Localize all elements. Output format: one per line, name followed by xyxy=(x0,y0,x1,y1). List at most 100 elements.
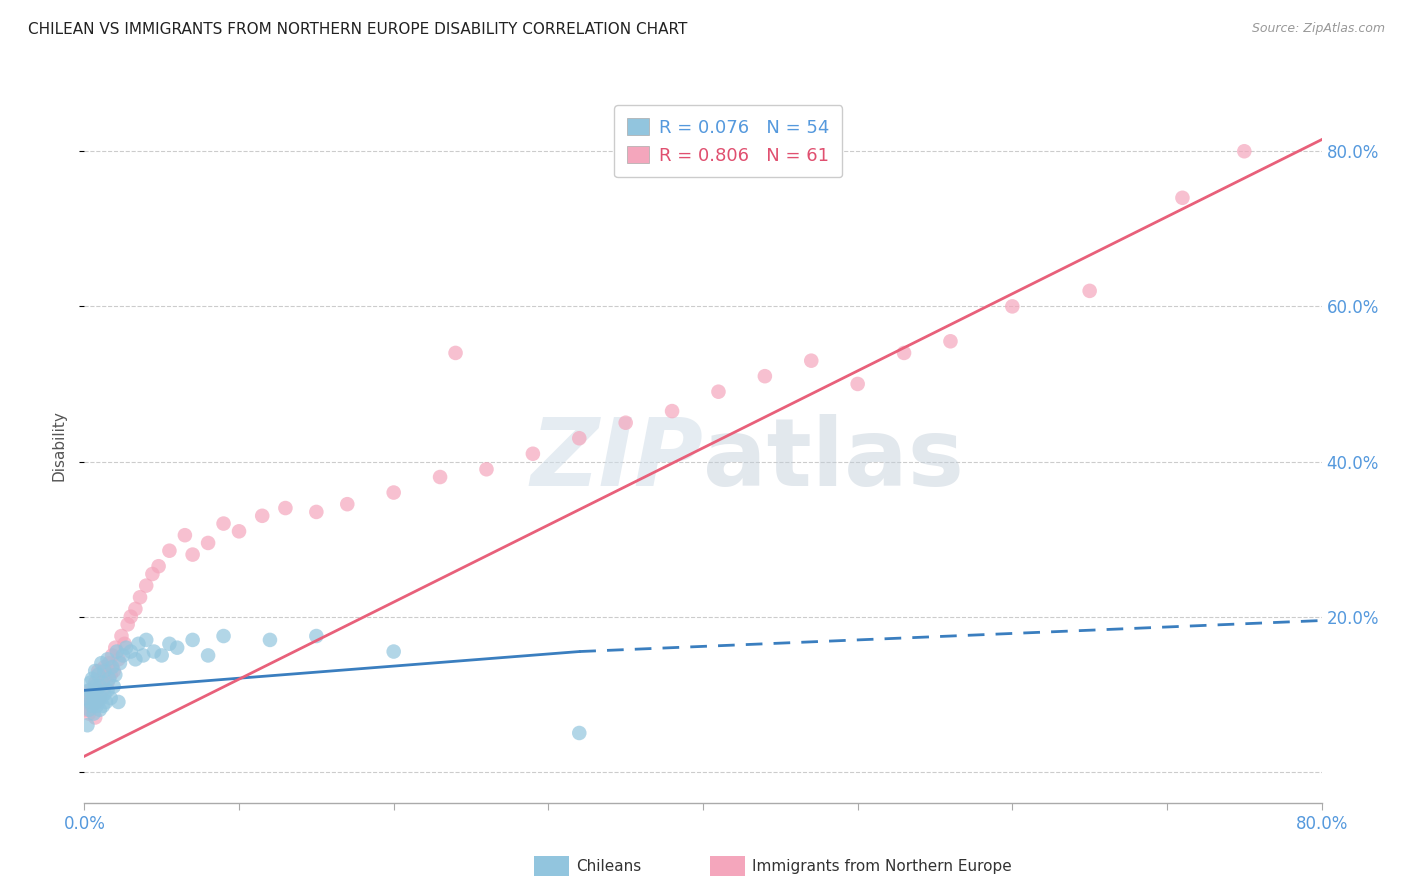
Point xyxy=(522,447,544,461)
Point xyxy=(97,675,120,690)
Point xyxy=(181,548,204,562)
Point xyxy=(129,591,152,605)
Point xyxy=(107,652,129,666)
Point xyxy=(79,675,101,690)
Point xyxy=(259,632,281,647)
Point xyxy=(76,695,98,709)
Point xyxy=(90,691,112,706)
Point xyxy=(108,656,131,670)
Point xyxy=(107,695,129,709)
Point xyxy=(614,416,637,430)
Point xyxy=(135,579,157,593)
Point xyxy=(174,528,197,542)
Point xyxy=(90,656,112,670)
Point xyxy=(94,668,117,682)
Point xyxy=(77,703,100,717)
Point xyxy=(89,680,111,694)
Point xyxy=(893,346,915,360)
Point xyxy=(568,726,591,740)
Point xyxy=(104,668,127,682)
Point xyxy=(336,497,359,511)
Point xyxy=(143,644,166,658)
Point xyxy=(79,695,101,709)
Point xyxy=(228,524,250,539)
Point xyxy=(197,536,219,550)
Point xyxy=(148,559,170,574)
Text: Source: ZipAtlas.com: Source: ZipAtlas.com xyxy=(1251,22,1385,36)
Point xyxy=(117,617,139,632)
Point xyxy=(82,698,104,713)
Point xyxy=(103,664,125,678)
Point xyxy=(94,695,117,709)
Point xyxy=(103,680,125,694)
Point xyxy=(159,637,181,651)
Point xyxy=(83,687,105,701)
Point xyxy=(124,602,146,616)
Point xyxy=(83,706,105,721)
Point xyxy=(212,516,235,531)
Point xyxy=(212,629,235,643)
Point xyxy=(89,703,111,717)
Point xyxy=(120,609,142,624)
Text: Chileans: Chileans xyxy=(576,859,641,873)
Point xyxy=(82,698,104,713)
Point xyxy=(77,706,100,721)
Point xyxy=(100,691,122,706)
Text: Immigrants from Northern Europe: Immigrants from Northern Europe xyxy=(752,859,1012,873)
Text: CHILEAN VS IMMIGRANTS FROM NORTHERN EUROPE DISABILITY CORRELATION CHART: CHILEAN VS IMMIGRANTS FROM NORTHERN EURO… xyxy=(28,22,688,37)
Point xyxy=(87,668,110,682)
Point xyxy=(87,695,110,709)
Point xyxy=(89,691,111,706)
Point xyxy=(86,683,108,698)
Point xyxy=(115,640,138,655)
Point xyxy=(1001,299,1024,313)
Point xyxy=(83,691,105,706)
Point xyxy=(120,644,142,658)
Point xyxy=(100,668,122,682)
Point xyxy=(166,640,188,655)
Point xyxy=(128,637,150,651)
Point xyxy=(87,680,110,694)
Y-axis label: Disability: Disability xyxy=(51,410,66,482)
Point xyxy=(84,710,107,724)
Point xyxy=(429,470,451,484)
Point xyxy=(93,687,115,701)
Point xyxy=(84,664,107,678)
Point xyxy=(159,543,181,558)
Point xyxy=(1233,145,1256,159)
Point xyxy=(197,648,219,663)
Point xyxy=(112,648,135,663)
Point xyxy=(105,644,128,658)
Point xyxy=(86,695,108,709)
Point xyxy=(84,680,107,694)
Point xyxy=(252,508,274,523)
Point xyxy=(1078,284,1101,298)
Point xyxy=(82,672,104,686)
Point xyxy=(274,501,297,516)
Point xyxy=(661,404,683,418)
Point xyxy=(98,672,121,686)
Point xyxy=(97,683,120,698)
Point xyxy=(939,334,962,349)
Point xyxy=(846,376,869,391)
Point xyxy=(124,652,146,666)
Point xyxy=(87,664,110,678)
Point xyxy=(382,644,405,658)
Point xyxy=(75,691,97,706)
Point xyxy=(475,462,498,476)
Point xyxy=(1171,191,1194,205)
Point xyxy=(93,664,115,678)
Point xyxy=(135,632,157,647)
Point xyxy=(444,346,467,360)
Point xyxy=(382,485,405,500)
Point xyxy=(305,505,328,519)
Point xyxy=(91,675,114,690)
Point xyxy=(568,431,591,445)
Point xyxy=(91,683,114,698)
Point xyxy=(114,637,136,651)
Point xyxy=(181,632,204,647)
Point xyxy=(141,566,163,581)
Point xyxy=(101,660,124,674)
Point xyxy=(150,648,173,663)
Point xyxy=(76,718,98,732)
